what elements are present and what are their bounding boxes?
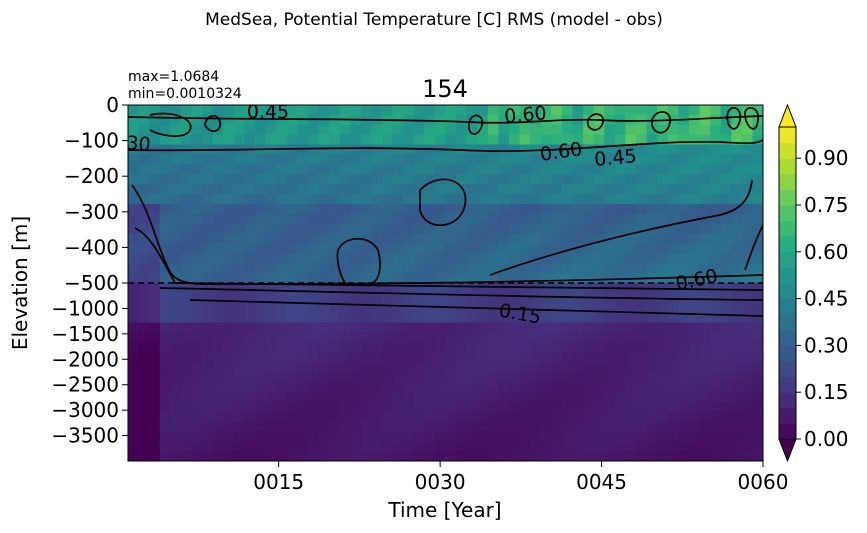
y-tick-label: −1500: [51, 322, 119, 346]
chart-suptitle: MedSea, Potential Temperature [C] RMS (m…: [205, 10, 663, 30]
contour-line-11: [651, 111, 671, 134]
contour-line-7: [336, 237, 381, 284]
colorbar-tick-label: 0.30: [804, 333, 849, 357]
colorbar-band: [779, 251, 796, 268]
colorbar-extend-min: [778, 438, 797, 463]
colorbar-band: [779, 329, 796, 346]
colorbar-band: [779, 158, 796, 175]
colorbar-band: [779, 205, 796, 222]
colorbar-band: [779, 127, 796, 144]
colorbar-band: [779, 267, 796, 284]
colorbar-band: [779, 407, 796, 424]
colorbar-band: [779, 392, 796, 409]
y-tick-label: −2000: [51, 347, 119, 371]
y-axis: 0 −100 −200 −300 −400 −500−1000−1500−2000−250…: [51, 93, 128, 448]
colorbar-band: [779, 173, 796, 190]
max-label: max=1.0684: [128, 69, 219, 85]
contour-line-15: [149, 112, 192, 137]
contour-line-9: [468, 114, 484, 135]
y-tick-label: −2500: [51, 373, 119, 397]
contour-label: 0.45: [593, 145, 637, 171]
colorbar-band: [779, 298, 796, 315]
y-tick-label: 0: [106, 93, 119, 117]
contour-line-1: [128, 139, 763, 152]
colorbar-band: [779, 361, 796, 378]
colorbar-extend-max: [778, 103, 797, 128]
contour-label: 0.60: [503, 102, 547, 128]
x-tick-label: 0015: [253, 470, 304, 494]
contour-line-5: [189, 299, 763, 317]
colorbar-band: [779, 376, 796, 393]
contour-line-12: [726, 107, 742, 130]
colorbar-tick-label: 0.00: [804, 427, 849, 451]
y-tick-label: −3500: [51, 424, 119, 448]
contour-line-14: [204, 115, 221, 132]
colorbar-tick-label: 0.75: [804, 193, 849, 217]
x-tick-label: 0045: [576, 470, 627, 494]
colorbar-frame: [778, 126, 797, 440]
colorbar-tick-label: 0.15: [804, 380, 849, 404]
contour-line-6: [419, 178, 467, 226]
contour-line-3: [134, 227, 763, 291]
y-tick-label: −400: [64, 235, 119, 259]
contour-line-10: [586, 113, 604, 131]
contour-label: 30: [126, 132, 152, 156]
colorbar: 0.00 0.15 0.30 0.45 0.60 0.75 0.90: [778, 103, 849, 463]
min-label: min=0.0010324: [128, 86, 242, 102]
heatmap: [128, 105, 763, 461]
x-tick-label: 0060: [738, 470, 789, 494]
colorbar-band: [779, 236, 796, 253]
colorbar-tick-label: 0.45: [804, 287, 849, 311]
colorbar-band: [779, 283, 796, 300]
y-tick-label: −200: [64, 164, 119, 188]
contour-line-0: [128, 115, 763, 124]
colorbar-band: [779, 142, 796, 159]
y-tick-label: −1000: [51, 296, 119, 320]
colorbar-band: [779, 423, 796, 440]
contour-label: 0.45: [247, 101, 289, 123]
y-tick-label: −500: [64, 271, 119, 295]
x-axis-label: Time [Year]: [387, 498, 501, 522]
y-axis-label: Elevation [m]: [8, 216, 32, 350]
colorbar-band: [779, 220, 796, 237]
contour-line-8: [489, 179, 763, 276]
y-tick-label: −3000: [51, 398, 119, 422]
colorbar-band: [779, 189, 796, 206]
x-axis: 0015 0030 0045 0060: [253, 461, 788, 494]
colorbar-band: [779, 345, 796, 362]
contour-line-4: [159, 287, 763, 301]
chart-title: 154: [422, 75, 468, 103]
colorbar-tick-label: 0.90: [804, 146, 849, 170]
contour-line-13: [744, 107, 759, 130]
colorbar-band: [779, 314, 796, 331]
y-tick-label: −300: [64, 200, 119, 224]
x-tick-label: 0030: [415, 470, 466, 494]
y-tick-label: −100: [64, 129, 119, 153]
contours: [128, 107, 763, 317]
colorbar-tick-label: 0.60: [804, 240, 849, 264]
